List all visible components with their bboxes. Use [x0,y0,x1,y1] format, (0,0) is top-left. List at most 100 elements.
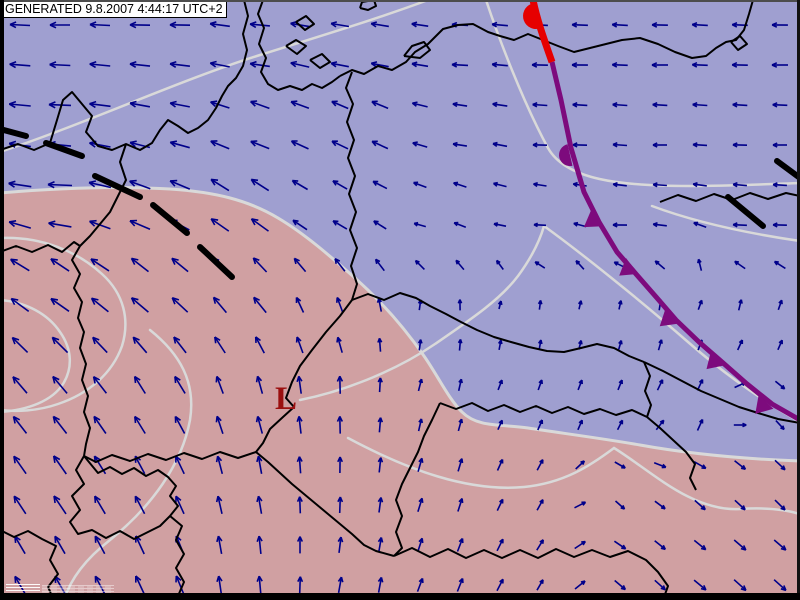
wind-arrow [616,419,624,431]
wind-arrow [613,540,627,550]
wind-arrow [731,61,748,68]
wind-arrow [94,575,106,595]
wind-arrow [209,21,230,28]
wind-arrow [52,415,68,434]
wind-arrow [456,537,464,552]
wind-arrow [574,501,587,509]
wind-arrow [614,500,626,510]
wind-arrow [13,455,27,475]
wind-arrow [575,460,586,470]
wind-arrow [210,218,230,232]
wind-arrow [571,62,588,68]
wind-arrow [330,61,349,68]
wind-arrow [331,140,349,150]
wind-arrow [173,336,187,354]
wind-arrow [89,61,111,69]
wind-arrow [411,21,429,28]
wind-arrow [536,499,544,511]
wind-arrow [169,61,190,68]
wind-arrow [129,179,151,190]
wind-arrow [11,336,29,353]
wind-arrow [134,495,146,515]
wind-arrow [693,579,707,591]
wind-arrow [51,336,69,354]
wind-arrow [215,415,224,434]
wind-arrow [492,181,507,188]
wind-arrow [47,181,73,189]
wind-arrow [537,299,543,310]
low-pressure-marker: L [275,381,298,417]
wind-arrow [496,578,504,592]
wind-arrow [175,495,185,515]
wind-arrow [571,21,588,28]
wind-arrow [256,535,263,554]
wind-arrow [691,21,708,28]
frame-border-left [0,0,4,600]
wind-arrow [129,21,151,29]
wind-arrow [614,461,626,469]
wind-arrow [250,140,270,150]
wind-arrow [253,296,267,314]
wind-arrow [10,258,30,272]
wind-arrow [89,100,111,109]
wind-arrow [533,182,547,188]
wind-arrow [212,296,228,314]
wind-arrow [734,260,746,270]
provider-watermark-faint [42,585,114,596]
wind-arrow [8,220,32,229]
wind-arrow [611,21,628,28]
wind-arrow [496,538,504,552]
wind-arrow [254,336,266,354]
wind-arrow [572,102,588,108]
wind-arrow [614,579,627,591]
wind-arrow [371,100,389,110]
wind-arrow [330,21,350,28]
wind-arrow [88,180,112,189]
wind-arrow [496,458,504,471]
wind-arrow [772,102,788,108]
wind-arrow [337,456,344,474]
wind-arrow [617,379,623,391]
wind-arrow [457,497,464,512]
wind-arrow [654,540,667,551]
wind-arrow [774,380,786,390]
wind-arrow [733,422,747,428]
wind-arrow [417,339,423,351]
wind-arrow [291,179,309,191]
wind-arrow [90,297,109,313]
wind-arrow [533,222,547,228]
wind-arrow [377,417,384,433]
wind-arrow [296,456,303,474]
wind-arrow [296,375,303,394]
wind-arrow [654,500,666,510]
wind-arrow [175,575,185,595]
wind-arrow [536,579,544,591]
cold-front-triangle [583,209,603,228]
wind-arrow [174,375,186,394]
wind-arrow [696,418,704,431]
wind-arrow [12,376,28,394]
wind-arrow [771,62,788,68]
fronts-layer [523,0,800,423]
wind-arrow [10,297,30,313]
wind-arrow [414,259,425,270]
wind-arrow [292,219,308,231]
wind-arrow [537,419,544,431]
wind-arrow [774,499,786,511]
wind-arrow [256,455,263,474]
wind-arrow [92,336,108,354]
wind-arrow [531,61,548,68]
wind-arrow [331,100,349,110]
wind-arrow [377,377,383,393]
wind-arrow [290,60,310,68]
wind-arrow [773,579,787,592]
wind-arrow [252,257,268,273]
wind-arrow [532,102,548,108]
wind-arrow [575,259,585,270]
wind-arrow [411,101,428,108]
wind-arrow [215,375,224,394]
wind-arrow [92,375,108,394]
